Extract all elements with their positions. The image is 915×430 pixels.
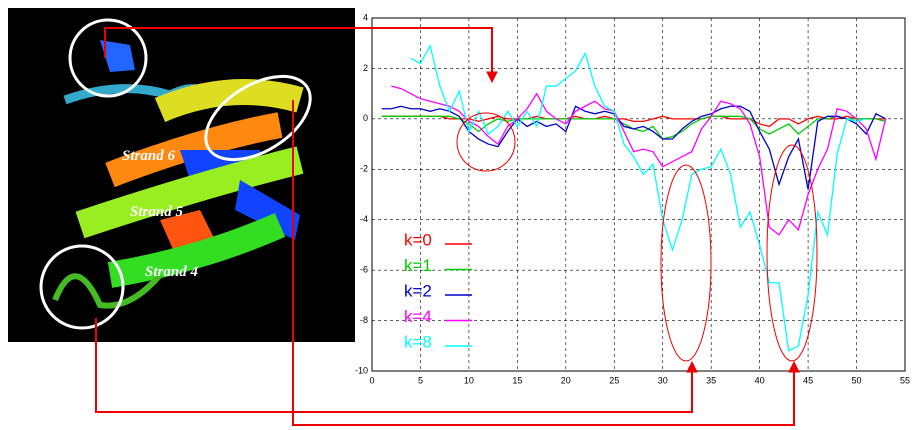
highlight-ellipse [456, 112, 516, 172]
annotations [95, 27, 818, 426]
plot-area [371, 17, 906, 372]
ribbon [154, 79, 304, 123]
legend-label: k=0 [404, 230, 432, 249]
series-line [391, 85, 887, 236]
ribbon [100, 40, 135, 72]
x-tick-label: 20 [561, 375, 571, 385]
ribbon [235, 180, 300, 240]
highlight-circle [68, 18, 148, 98]
y-tick-label: 2 [363, 63, 368, 73]
y-tick-label: -6 [360, 265, 368, 275]
y-tick-label: -4 [360, 214, 368, 224]
y-tick-label: 4 [363, 12, 368, 22]
arrow [104, 27, 493, 72]
arrow-head [788, 360, 800, 373]
arrow-head [686, 360, 698, 373]
x-tick-label: 15 [512, 375, 522, 385]
ribbon [75, 146, 304, 239]
x-tick-label: 40 [755, 375, 765, 385]
protein-image: Strand 6 Strand 5 Strand 4 [8, 8, 355, 342]
arrow [95, 318, 693, 413]
x-tick-label: 5 [418, 375, 423, 385]
legend-label: k=4 [404, 307, 432, 326]
x-tick-label: 0 [369, 375, 374, 385]
x-tick-label: 25 [609, 375, 619, 385]
series-line [410, 43, 867, 352]
strand-label: Strand 4 [145, 264, 198, 280]
arrow-head [486, 71, 498, 84]
highlight-ellipse [766, 144, 818, 362]
legend-label: k=1 [404, 256, 432, 275]
x-tick-label: 55 [900, 375, 910, 385]
x-tick-label: 30 [658, 375, 668, 385]
ribbon [107, 213, 286, 288]
y-tick-label: -10 [355, 365, 368, 375]
legend-label: k=2 [404, 281, 432, 300]
x-tick-label: 45 [803, 375, 813, 385]
arrow [292, 100, 795, 426]
highlight-circle [39, 244, 125, 330]
ribbon [105, 112, 283, 188]
x-tick-label: 50 [852, 375, 862, 385]
strand-label: Strand 6 [122, 148, 175, 164]
x-tick-label: 10 [464, 375, 474, 385]
legend-label: k=8 [404, 332, 432, 351]
ribbon [52, 273, 163, 309]
highlight-circle [204, 74, 312, 162]
highlight-ellipse [660, 164, 712, 362]
y-tick-label: 0 [363, 113, 368, 123]
x-tick-label: 35 [706, 375, 716, 385]
series-line [381, 105, 886, 190]
strand-label: Strand 5 [130, 204, 183, 220]
y-tick-label: -8 [360, 315, 368, 325]
y-tick-label: -2 [360, 164, 368, 174]
